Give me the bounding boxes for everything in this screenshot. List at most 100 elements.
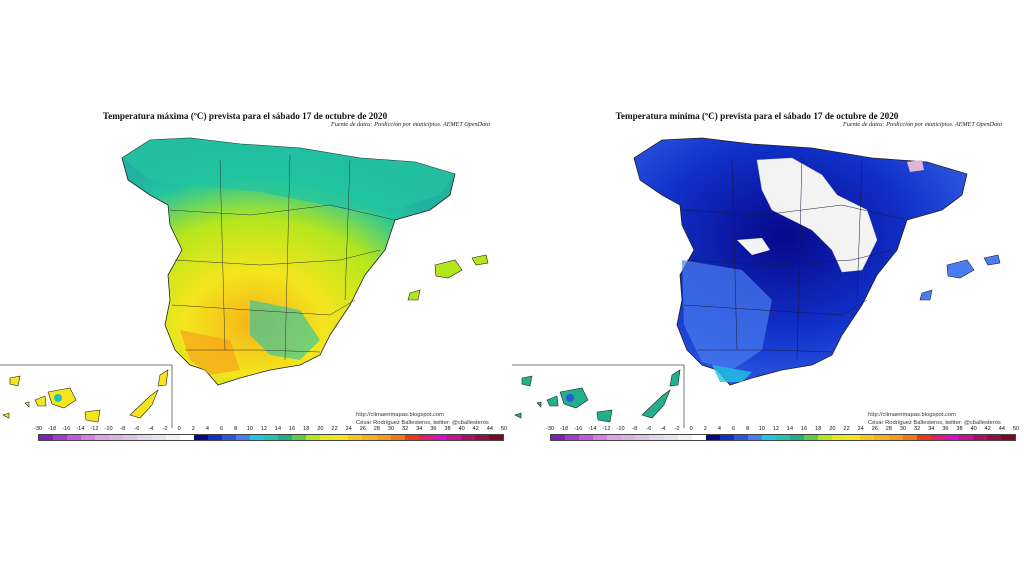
map-title: Temperatura mínima (ºC) prevista para el…: [615, 111, 899, 121]
legend-swatch: [790, 435, 805, 440]
legend-swatch: [53, 435, 68, 440]
legend-swatch: [776, 435, 791, 440]
legend-label: 20: [829, 426, 836, 432]
legend-label: 4: [205, 426, 210, 432]
legend-swatch: [334, 435, 349, 440]
legend-label: 28: [373, 426, 381, 432]
legend-swatch: [446, 435, 461, 440]
legend-label: 50: [1012, 426, 1020, 432]
legend-swatch: [404, 435, 419, 440]
legend-swatch: [474, 435, 489, 440]
legend-label: 28: [885, 426, 893, 432]
legend-label: -4: [148, 426, 154, 432]
legend-label: -8: [120, 426, 126, 432]
legend-swatch: [460, 435, 475, 440]
legend-swatch: [958, 435, 973, 440]
legend-label: 4: [717, 426, 722, 432]
legend-swatch: [635, 435, 650, 440]
legend-swatch: [165, 435, 180, 440]
legend-label: -14: [588, 426, 597, 432]
legend-label: 6: [732, 426, 736, 432]
legend-swatch: [95, 435, 110, 440]
legend-swatch: [733, 435, 748, 440]
max-temp-map-panel: Temperatura máxima (ºC) prevista para el…: [0, 100, 512, 450]
legend-label: 30: [387, 426, 395, 432]
canary-islands: [2, 369, 169, 423]
legend-swatch: [691, 435, 706, 440]
legend-labels: -30 -18 -16 -14 -12 -10 -8 -6 -4 -2 0 2 4 6 8 10 12 14 16 1…: [34, 426, 508, 434]
legend-label: 50: [500, 426, 508, 432]
legend-label: 42: [472, 426, 479, 432]
balearic-islands: [407, 254, 489, 301]
legend-label: 18: [815, 426, 822, 432]
canary-islands: [514, 369, 681, 423]
legend-swatch: [747, 435, 762, 440]
legend-swatch: [761, 435, 776, 440]
legend-label: 36: [942, 426, 949, 432]
legend-swatch: [663, 435, 678, 440]
legend-label: -16: [62, 426, 71, 432]
legend-label: 2: [191, 426, 195, 432]
legend-label: -8: [632, 426, 638, 432]
legend-swatch: [677, 435, 692, 440]
legend-swatch: [930, 435, 945, 440]
legend-swatch: [67, 435, 82, 440]
legend-swatch: [551, 435, 566, 440]
legend-swatch: [179, 435, 194, 440]
legend-label: -16: [574, 426, 583, 432]
legend-swatch: [207, 435, 222, 440]
legend-label: -4: [660, 426, 666, 432]
legend-label: 20: [317, 426, 324, 432]
legend-label: 32: [914, 426, 921, 432]
legend-label: -14: [76, 426, 85, 432]
legend-swatch: [221, 435, 236, 440]
legend-label: 34: [928, 426, 935, 432]
legend-label: -10: [104, 426, 113, 432]
legend-swatch: [39, 435, 54, 440]
legend-labels: -30 -18 -16 -14 -12 -10 -8 -6 -4 -2 0 2 4 6 8 10 12 14 16 1…: [546, 426, 1020, 434]
legend-label: 36: [430, 426, 437, 432]
legend-label: 14: [274, 426, 282, 432]
legend-swatch: [292, 435, 307, 440]
legend-swatch: [81, 435, 96, 440]
legend-label: 26: [359, 426, 366, 432]
legend-label: 0: [177, 426, 181, 432]
legend-label: -18: [560, 426, 569, 432]
legend-swatch: [818, 435, 833, 440]
legend-label: -12: [90, 426, 99, 432]
legend-label: 6: [220, 426, 224, 432]
legend-label: 12: [772, 426, 780, 432]
legend-label: -12: [602, 426, 611, 432]
legend-swatch: [902, 435, 917, 440]
legend-swatch: [306, 435, 321, 440]
legend-label: -30: [545, 426, 555, 432]
legend-label: 10: [246, 426, 253, 432]
legend-label: 2: [703, 426, 707, 432]
legend-swatch: [151, 435, 166, 440]
legend-swatch: [123, 435, 138, 440]
legend-label: 44: [998, 426, 1005, 432]
legend-swatch: [705, 435, 720, 440]
legend-swatch: [972, 435, 987, 440]
legend-label: 24: [857, 426, 864, 432]
legend-label: 42: [984, 426, 991, 432]
legend-swatch: [320, 435, 335, 440]
legend-swatch: [376, 435, 391, 440]
province-borders: [169, 154, 396, 361]
legend-swatch: [579, 435, 594, 440]
legend-swatch: [235, 435, 250, 440]
legend-swatch: [804, 435, 819, 440]
color-legend: -30 -18 -16 -14 -12 -10 -8 -6 -4 -2 0 2 4 6 8 10 12 14 16 1…: [546, 426, 1020, 446]
legend-swatch: [593, 435, 608, 440]
map-title: Temperatura máxima (ºC) prevista para el…: [102, 111, 388, 121]
legend-swatch: [362, 435, 377, 440]
legend-label: -18: [48, 426, 57, 432]
legend-bar: [550, 434, 1016, 441]
map-subtitle: Fuente de datos: Predicción por municipi…: [330, 121, 490, 128]
balearic-islands: [919, 254, 1001, 301]
credit-author: César Rodríguez Ballesteros, twitter: @c…: [868, 420, 1001, 426]
legend-label: 24: [345, 426, 352, 432]
legend-label: 44: [486, 426, 493, 432]
legend-label: 18: [303, 426, 310, 432]
legend-swatch: [860, 435, 875, 440]
